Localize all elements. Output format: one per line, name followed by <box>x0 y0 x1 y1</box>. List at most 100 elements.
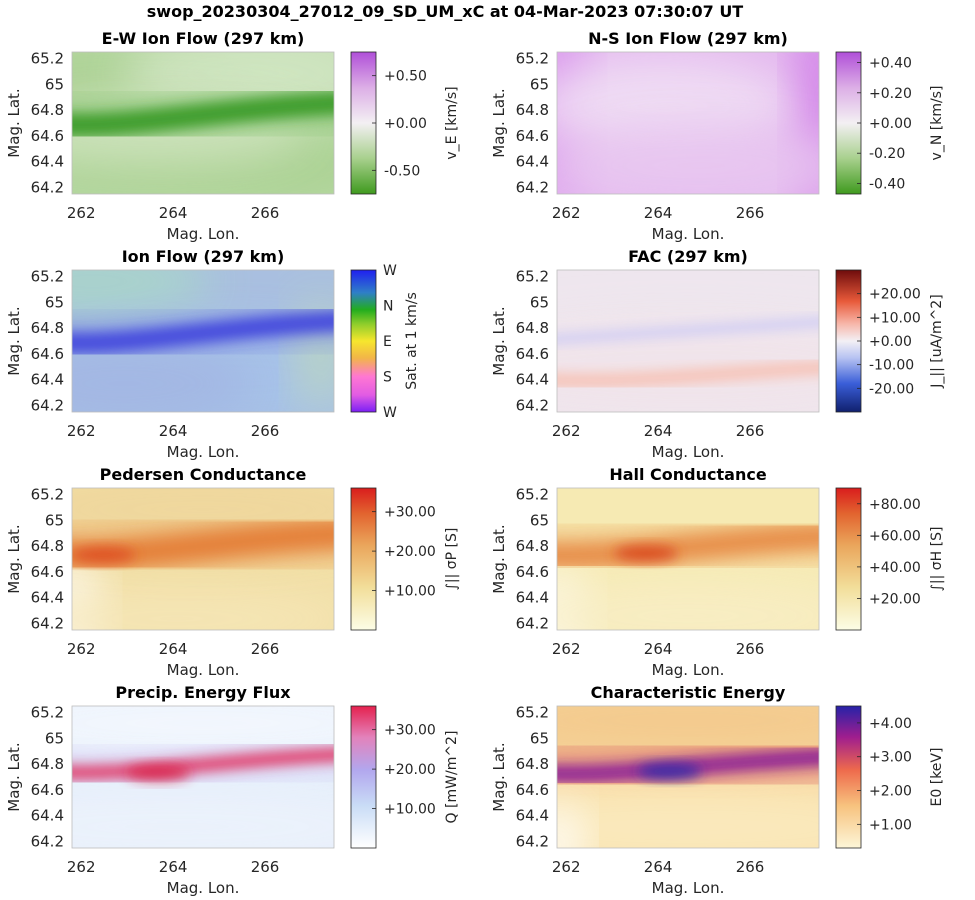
colorbar-label: E0 [keV] <box>929 748 945 807</box>
y-tick-label: 64.8 <box>31 101 64 119</box>
x-tick-label: 264 <box>644 204 673 222</box>
x-tick-label: 266 <box>736 640 765 658</box>
colorbar-tick-label: +0.00 <box>869 334 912 350</box>
colorbar-label: Q [mW/m^2] <box>444 731 460 824</box>
heatmap-region <box>72 784 334 848</box>
colorbar-tick-label: +30.00 <box>384 723 436 739</box>
arc-band <box>72 747 334 780</box>
heatmap-region <box>557 319 819 412</box>
y-tick-label: 64.2 <box>516 615 549 633</box>
y-tick-label: 64.4 <box>31 589 64 607</box>
y-tick-label: 64.2 <box>516 833 549 851</box>
colorbar-tick-label: +10.00 <box>384 802 436 818</box>
y-tick-label: 64.6 <box>31 781 64 799</box>
colorbar-tick-label: +80.00 <box>869 497 921 513</box>
y-tick-label: 64.8 <box>31 755 64 773</box>
colorbar-tick-label: +40.00 <box>869 560 921 576</box>
y-tick-label: 65 <box>45 511 64 529</box>
x-axis-label: Mag. Lon. <box>652 879 725 897</box>
x-tick-label: 266 <box>251 858 280 876</box>
heatmap-region <box>557 580 819 630</box>
colorbar-label: v_E [km/s] <box>444 86 460 159</box>
y-tick-label: 65.2 <box>516 485 549 503</box>
y-tick-label: 64.4 <box>516 807 549 825</box>
heatmap-ped <box>72 488 334 630</box>
arc-band <box>557 360 819 388</box>
panel-title: Characteristic Energy <box>591 683 786 702</box>
heatmap-ns <box>557 52 819 194</box>
colorbar-tick-label: +20.00 <box>384 544 436 560</box>
colorbar-tick-label: -0.40 <box>869 176 905 192</box>
y-tick-label: 65 <box>530 729 549 747</box>
x-tick-label: 264 <box>159 204 188 222</box>
panel-title: Hall Conductance <box>609 465 767 484</box>
y-tick-label: 64.8 <box>516 319 549 337</box>
colorbar-label: ∫|| σP [S] <box>444 528 460 591</box>
heatmap-flow <box>72 270 334 412</box>
colorbar <box>835 269 862 413</box>
y-tick-label: 65 <box>45 293 64 311</box>
x-tick-label: 262 <box>552 858 581 876</box>
colorbar-tick-label: +0.20 <box>869 86 912 102</box>
panel-ew: E-W Ion Flow (297 km) 65.2 65 64.8 64.6 64.4 6… <box>5 29 460 243</box>
colorbar-tick-label: W <box>383 405 397 421</box>
y-tick-label: 64.8 <box>516 101 549 119</box>
y-tick-label: 64.4 <box>31 807 64 825</box>
colorbar <box>835 487 862 631</box>
heatmap-ew <box>72 52 334 194</box>
x-tick-label: 262 <box>552 640 581 658</box>
arc-peak <box>637 763 702 780</box>
y-tick-label: 65.2 <box>31 703 64 721</box>
y-axis-label: Mag. Lat. <box>490 306 508 375</box>
arc-peak <box>126 764 191 781</box>
y-tick-label: 64.8 <box>31 319 64 337</box>
x-tick-label: 264 <box>644 858 673 876</box>
heatmap-e0 <box>557 706 819 848</box>
colorbar-tick-label: E <box>383 334 392 350</box>
y-axis-label: Mag. Lat. <box>490 742 508 811</box>
colorbar-tick-label: -0.20 <box>869 146 905 162</box>
x-tick-label: 266 <box>736 204 765 222</box>
colorbar-tick-label: +2.00 <box>869 784 912 800</box>
y-axis-label: Mag. Lat. <box>490 88 508 157</box>
colorbar-tick-label: W <box>383 263 397 279</box>
y-tick-label: 65.2 <box>516 49 549 67</box>
x-tick-label: 266 <box>736 422 765 440</box>
x-tick-label: 264 <box>644 422 673 440</box>
figure-title: swop_20230304_27012_09_SD_UM_xC at 04-Ma… <box>147 2 744 21</box>
x-tick-label: 264 <box>159 640 188 658</box>
colorbar-tick-label: +20.00 <box>869 591 921 607</box>
panel-ns: N-S Ion Flow (297 km) 65.2 65 64.8 64.6 64.4 6… <box>490 29 945 243</box>
colorbar-tick-label: -0.50 <box>384 163 420 179</box>
y-tick-label: 64.6 <box>516 127 549 145</box>
colorbar-tick-label: +20.00 <box>869 287 921 303</box>
heatmap-fac <box>557 270 819 412</box>
colorbar-label: v_N [km/s] <box>929 86 945 161</box>
panel-title: Pedersen Conductance <box>100 465 307 484</box>
arc-peak <box>72 546 136 563</box>
y-tick-label: 65 <box>530 75 549 93</box>
colorbar-tick-label: S <box>383 370 392 386</box>
panel-title: Ion Flow (297 km) <box>122 247 285 266</box>
y-tick-label: 65.2 <box>516 703 549 721</box>
x-axis-label: Mag. Lon. <box>167 661 240 679</box>
panel-grid: E-W Ion Flow (297 km) 65.2 65 64.8 64.6 64.4 6… <box>5 29 945 897</box>
x-tick-label: 262 <box>67 858 96 876</box>
colorbar-tick-label: +0.50 <box>384 69 427 85</box>
x-tick-label: 262 <box>552 204 581 222</box>
arc-band <box>72 92 334 136</box>
x-axis-label: Mag. Lon. <box>652 661 725 679</box>
x-tick-label: 264 <box>644 640 673 658</box>
y-tick-label: 65.2 <box>31 267 64 285</box>
colorbar-tick-label: +0.00 <box>384 116 427 132</box>
y-tick-label: 64.6 <box>516 345 549 363</box>
x-tick-label: 266 <box>251 422 280 440</box>
y-tick-label: 64.4 <box>31 371 64 389</box>
plot-frame <box>71 51 335 195</box>
y-tick-label: 64.8 <box>516 755 549 773</box>
heatmap-q <box>72 706 334 848</box>
x-tick-label: 262 <box>67 204 96 222</box>
y-tick-label: 64.6 <box>516 563 549 581</box>
